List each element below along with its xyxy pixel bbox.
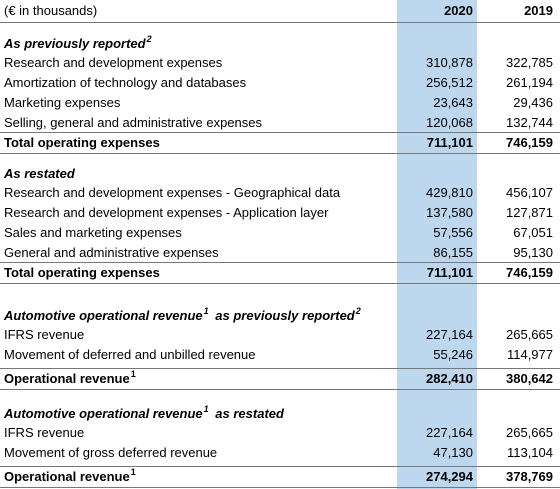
row-label: Research and development expenses - Geog… xyxy=(4,185,341,200)
section-heading: Automotive operational revenue1 as resta… xyxy=(4,404,284,422)
cell-value: 265,665 xyxy=(506,425,553,440)
year-header: 2020 xyxy=(444,3,473,18)
section-heading: As restated xyxy=(4,166,75,182)
row-label: IFRS revenue xyxy=(4,327,85,342)
rule xyxy=(0,132,560,133)
cell-value: 310,878 xyxy=(426,55,473,70)
cell-value: 67,051 xyxy=(513,225,553,240)
total-label-text: Total operating expenses xyxy=(4,265,160,280)
section-heading: As previously reported2 xyxy=(4,34,155,52)
cell-value: 114,977 xyxy=(506,347,553,362)
total-label-text: Operational revenue xyxy=(4,371,130,386)
cell-value: 127,871 xyxy=(506,205,553,220)
row-label: Amortization of technology and databases xyxy=(4,75,247,90)
rule xyxy=(0,262,560,263)
cell-value: 132,744 xyxy=(506,115,553,130)
cell-value: 55,246 xyxy=(433,347,473,362)
total-value: 380,642 xyxy=(506,371,553,386)
row-label: Selling, general and administrative expe… xyxy=(4,115,262,130)
rule xyxy=(0,153,560,154)
superscript: 1 xyxy=(203,404,209,414)
total-value: 274,294 xyxy=(426,469,473,484)
row-label: Movement of deferred and unbilled revenu… xyxy=(4,347,256,362)
total-label: Total operating expenses xyxy=(4,265,160,281)
row-label: Research and development expenses - Appl… xyxy=(4,205,329,220)
row-label: Movement of gross deferred revenue xyxy=(4,445,218,460)
total-value: 711,101 xyxy=(426,135,473,150)
superscript: 2 xyxy=(146,34,152,44)
row-label: Marketing expenses xyxy=(4,95,121,110)
cell-value: 322,785 xyxy=(506,55,553,70)
section-heading-text: As previously reported xyxy=(4,36,146,51)
column-highlight xyxy=(397,0,477,489)
total-value: 378,769 xyxy=(506,469,553,484)
row-label: Research and development expenses xyxy=(4,55,223,70)
cell-value: 227,164 xyxy=(426,327,473,342)
superscript: 1 xyxy=(130,467,136,477)
cell-value: 256,512 xyxy=(426,75,473,90)
section-heading-text: As restated xyxy=(4,166,75,181)
cell-value: 456,107 xyxy=(506,185,553,200)
cell-value: 29,436 xyxy=(513,95,553,110)
total-label-text: Operational revenue xyxy=(4,469,130,484)
rule xyxy=(0,22,560,23)
year-header: 2019 xyxy=(524,3,553,18)
section-heading-text: as previously reported xyxy=(215,308,355,323)
section-heading-text: Automotive operational revenue xyxy=(4,406,203,421)
cell-value: 227,164 xyxy=(426,425,473,440)
rule xyxy=(0,283,560,284)
cell-value: 57,556 xyxy=(433,225,473,240)
row-label: Sales and marketing expenses xyxy=(4,225,182,240)
cell-value: 120,068 xyxy=(426,115,473,130)
total-label: Operational revenue1 xyxy=(4,467,139,485)
cell-value: 47,130 xyxy=(433,445,473,460)
cell-value: 137,580 xyxy=(426,205,473,220)
total-label: Total operating expenses xyxy=(4,135,160,151)
cell-value: 86,155 xyxy=(433,245,473,260)
superscript: 1 xyxy=(130,369,136,379)
total-value: 746,159 xyxy=(506,265,553,280)
superscript: 2 xyxy=(355,306,361,316)
cell-value: 113,104 xyxy=(506,445,553,460)
cell-value: 429,810 xyxy=(426,185,473,200)
superscript: 1 xyxy=(203,306,209,316)
section-heading: Automotive operational revenue1 as previ… xyxy=(4,306,364,324)
rule xyxy=(0,466,560,467)
section-heading-text: Automotive operational revenue xyxy=(4,308,203,323)
total-label-text: Total operating expenses xyxy=(4,135,160,150)
unit-label: (€ in thousands) xyxy=(4,3,98,18)
section-heading-text: as restated xyxy=(215,406,284,421)
cell-value: 265,665 xyxy=(506,327,553,342)
rule xyxy=(0,368,560,369)
rule xyxy=(0,389,560,390)
total-value: 711,101 xyxy=(426,265,473,280)
row-label: General and administrative expenses xyxy=(4,245,219,260)
cell-value: 95,130 xyxy=(513,245,553,260)
cell-value: 23,643 xyxy=(433,95,473,110)
total-label: Operational revenue1 xyxy=(4,369,139,387)
row-label: IFRS revenue xyxy=(4,425,85,440)
rule xyxy=(0,487,560,488)
total-value: 746,159 xyxy=(506,135,553,150)
cell-value: 261,194 xyxy=(506,75,553,90)
total-value: 282,410 xyxy=(426,371,473,386)
